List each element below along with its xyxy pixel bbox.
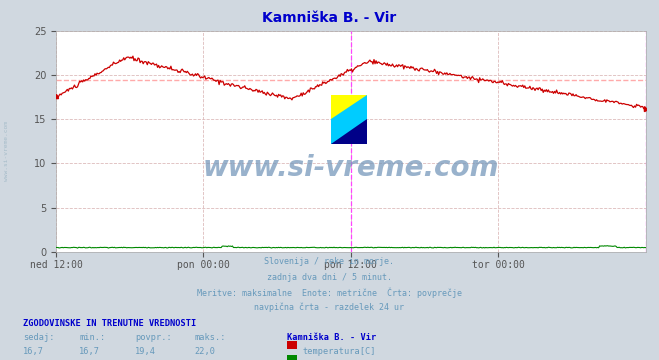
Text: 22,0: 22,0 (194, 347, 215, 356)
Text: ZGODOVINSKE IN TRENUTNE VREDNOSTI: ZGODOVINSKE IN TRENUTNE VREDNOSTI (23, 319, 196, 328)
Text: Slovenija / reke in morje.: Slovenija / reke in morje. (264, 257, 395, 266)
Text: sedaj:: sedaj: (23, 333, 55, 342)
Polygon shape (331, 95, 367, 119)
Text: Kamniška B. - Vir: Kamniška B. - Vir (287, 333, 376, 342)
Text: www.si-vreme.com: www.si-vreme.com (4, 121, 9, 181)
Text: maks.:: maks.: (194, 333, 226, 342)
Text: Kamniška B. - Vir: Kamniška B. - Vir (262, 11, 397, 25)
Text: zadnja dva dni / 5 minut.: zadnja dva dni / 5 minut. (267, 273, 392, 282)
Text: 16,7: 16,7 (23, 347, 44, 356)
Text: povpr.:: povpr.: (135, 333, 172, 342)
Text: www.si-vreme.com: www.si-vreme.com (203, 154, 499, 182)
Text: 19,4: 19,4 (135, 347, 156, 356)
Text: navpična črta - razdelek 24 ur: navpična črta - razdelek 24 ur (254, 303, 405, 312)
Polygon shape (331, 119, 367, 144)
Text: min.:: min.: (79, 333, 105, 342)
Text: temperatura[C]: temperatura[C] (302, 347, 376, 356)
Text: 16,7: 16,7 (79, 347, 100, 356)
Bar (331, 95, 367, 144)
Text: Meritve: maksimalne  Enote: metrične  Črta: povprečje: Meritve: maksimalne Enote: metrične Črta… (197, 288, 462, 298)
